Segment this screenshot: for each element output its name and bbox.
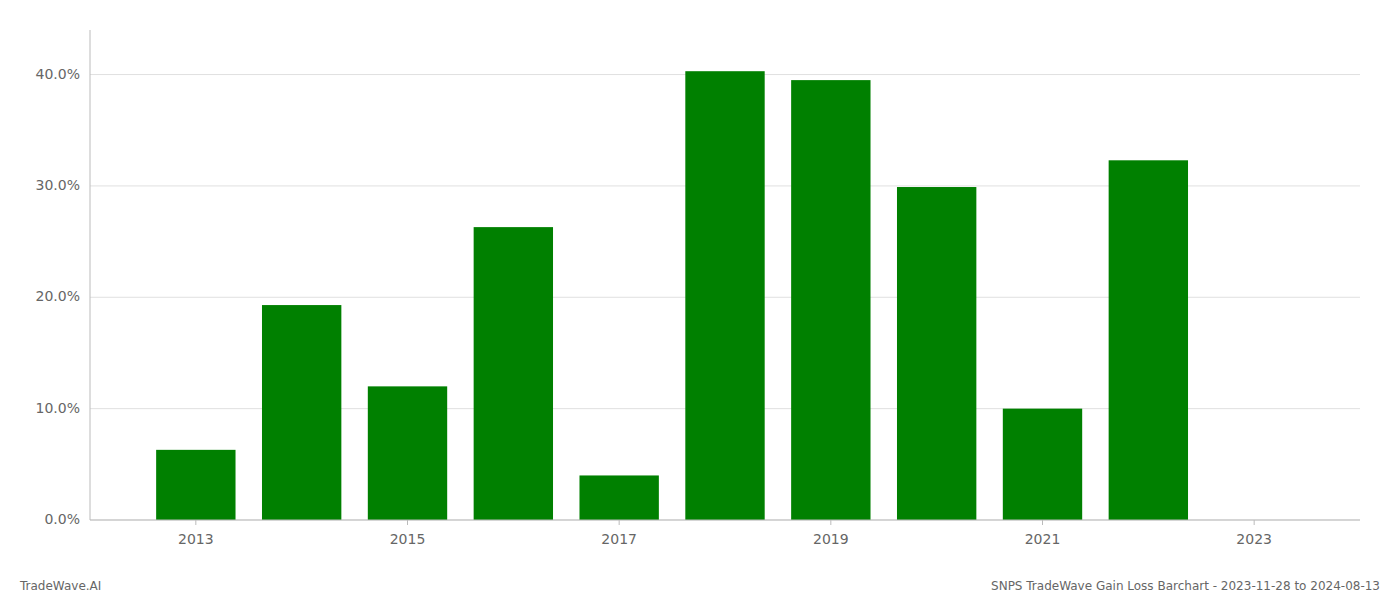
x-tick — [830, 520, 831, 525]
grid-line — [90, 520, 1360, 521]
bar — [1109, 160, 1188, 520]
chart: 0.0% 10.0% 20.0% 30.0% 40.0% 2013 2015 2017 2019… — [0, 0, 1400, 600]
bar — [262, 305, 341, 520]
footer-text: SNPS TradeWave Gain Loss Barchart - 2023… — [991, 579, 1380, 593]
x-tick — [407, 520, 408, 525]
y-tick-label: 0.0% — [44, 511, 80, 527]
y-axis-line — [90, 30, 91, 520]
footers: TradeWave.AI SNPS TradeWave Gain Loss Bar… — [19, 579, 1380, 593]
x-tick-label: 2021 — [1025, 531, 1061, 547]
bar — [791, 80, 870, 520]
y-tick-label: 20.0% — [36, 288, 80, 304]
bar — [368, 386, 447, 520]
x-tick-label: 2013 — [178, 531, 214, 547]
x-tick-label: 2019 — [813, 531, 849, 547]
x-tick — [619, 520, 620, 525]
x-tick-label: 2015 — [390, 531, 426, 547]
x-tick — [1254, 520, 1255, 525]
y-tick-labels: 0.0% 10.0% 20.0% 30.0% 40.0% — [36, 66, 80, 527]
x-tick-labels: 2013 2015 2017 2019 2021 2023 — [178, 520, 1272, 547]
bar — [897, 187, 976, 520]
bars — [156, 71, 1188, 520]
x-axis-line — [90, 520, 1360, 521]
x-tick-label: 2023 — [1236, 531, 1272, 547]
x-tick-label: 2017 — [601, 531, 637, 547]
y-tick-label: 10.0% — [36, 400, 80, 416]
bar — [156, 450, 235, 520]
x-tick — [195, 520, 196, 525]
bar — [474, 227, 553, 520]
bar — [685, 71, 764, 520]
footer-text: TradeWave.AI — [19, 579, 101, 593]
y-tick-label: 30.0% — [36, 177, 80, 193]
x-tick — [1042, 520, 1043, 525]
bar — [1003, 409, 1082, 520]
y-tick-label: 40.0% — [36, 66, 80, 82]
bar — [579, 475, 658, 520]
chart-container: 0.0% 10.0% 20.0% 30.0% 40.0% 2013 2015 2017 2019… — [0, 0, 1400, 600]
